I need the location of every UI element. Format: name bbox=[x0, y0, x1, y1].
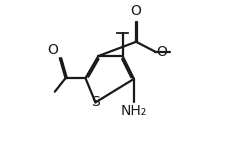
Text: NH₂: NH₂ bbox=[121, 104, 147, 118]
Text: S: S bbox=[91, 95, 100, 109]
Text: O: O bbox=[156, 45, 167, 59]
Text: O: O bbox=[131, 4, 142, 18]
Text: O: O bbox=[47, 43, 58, 57]
